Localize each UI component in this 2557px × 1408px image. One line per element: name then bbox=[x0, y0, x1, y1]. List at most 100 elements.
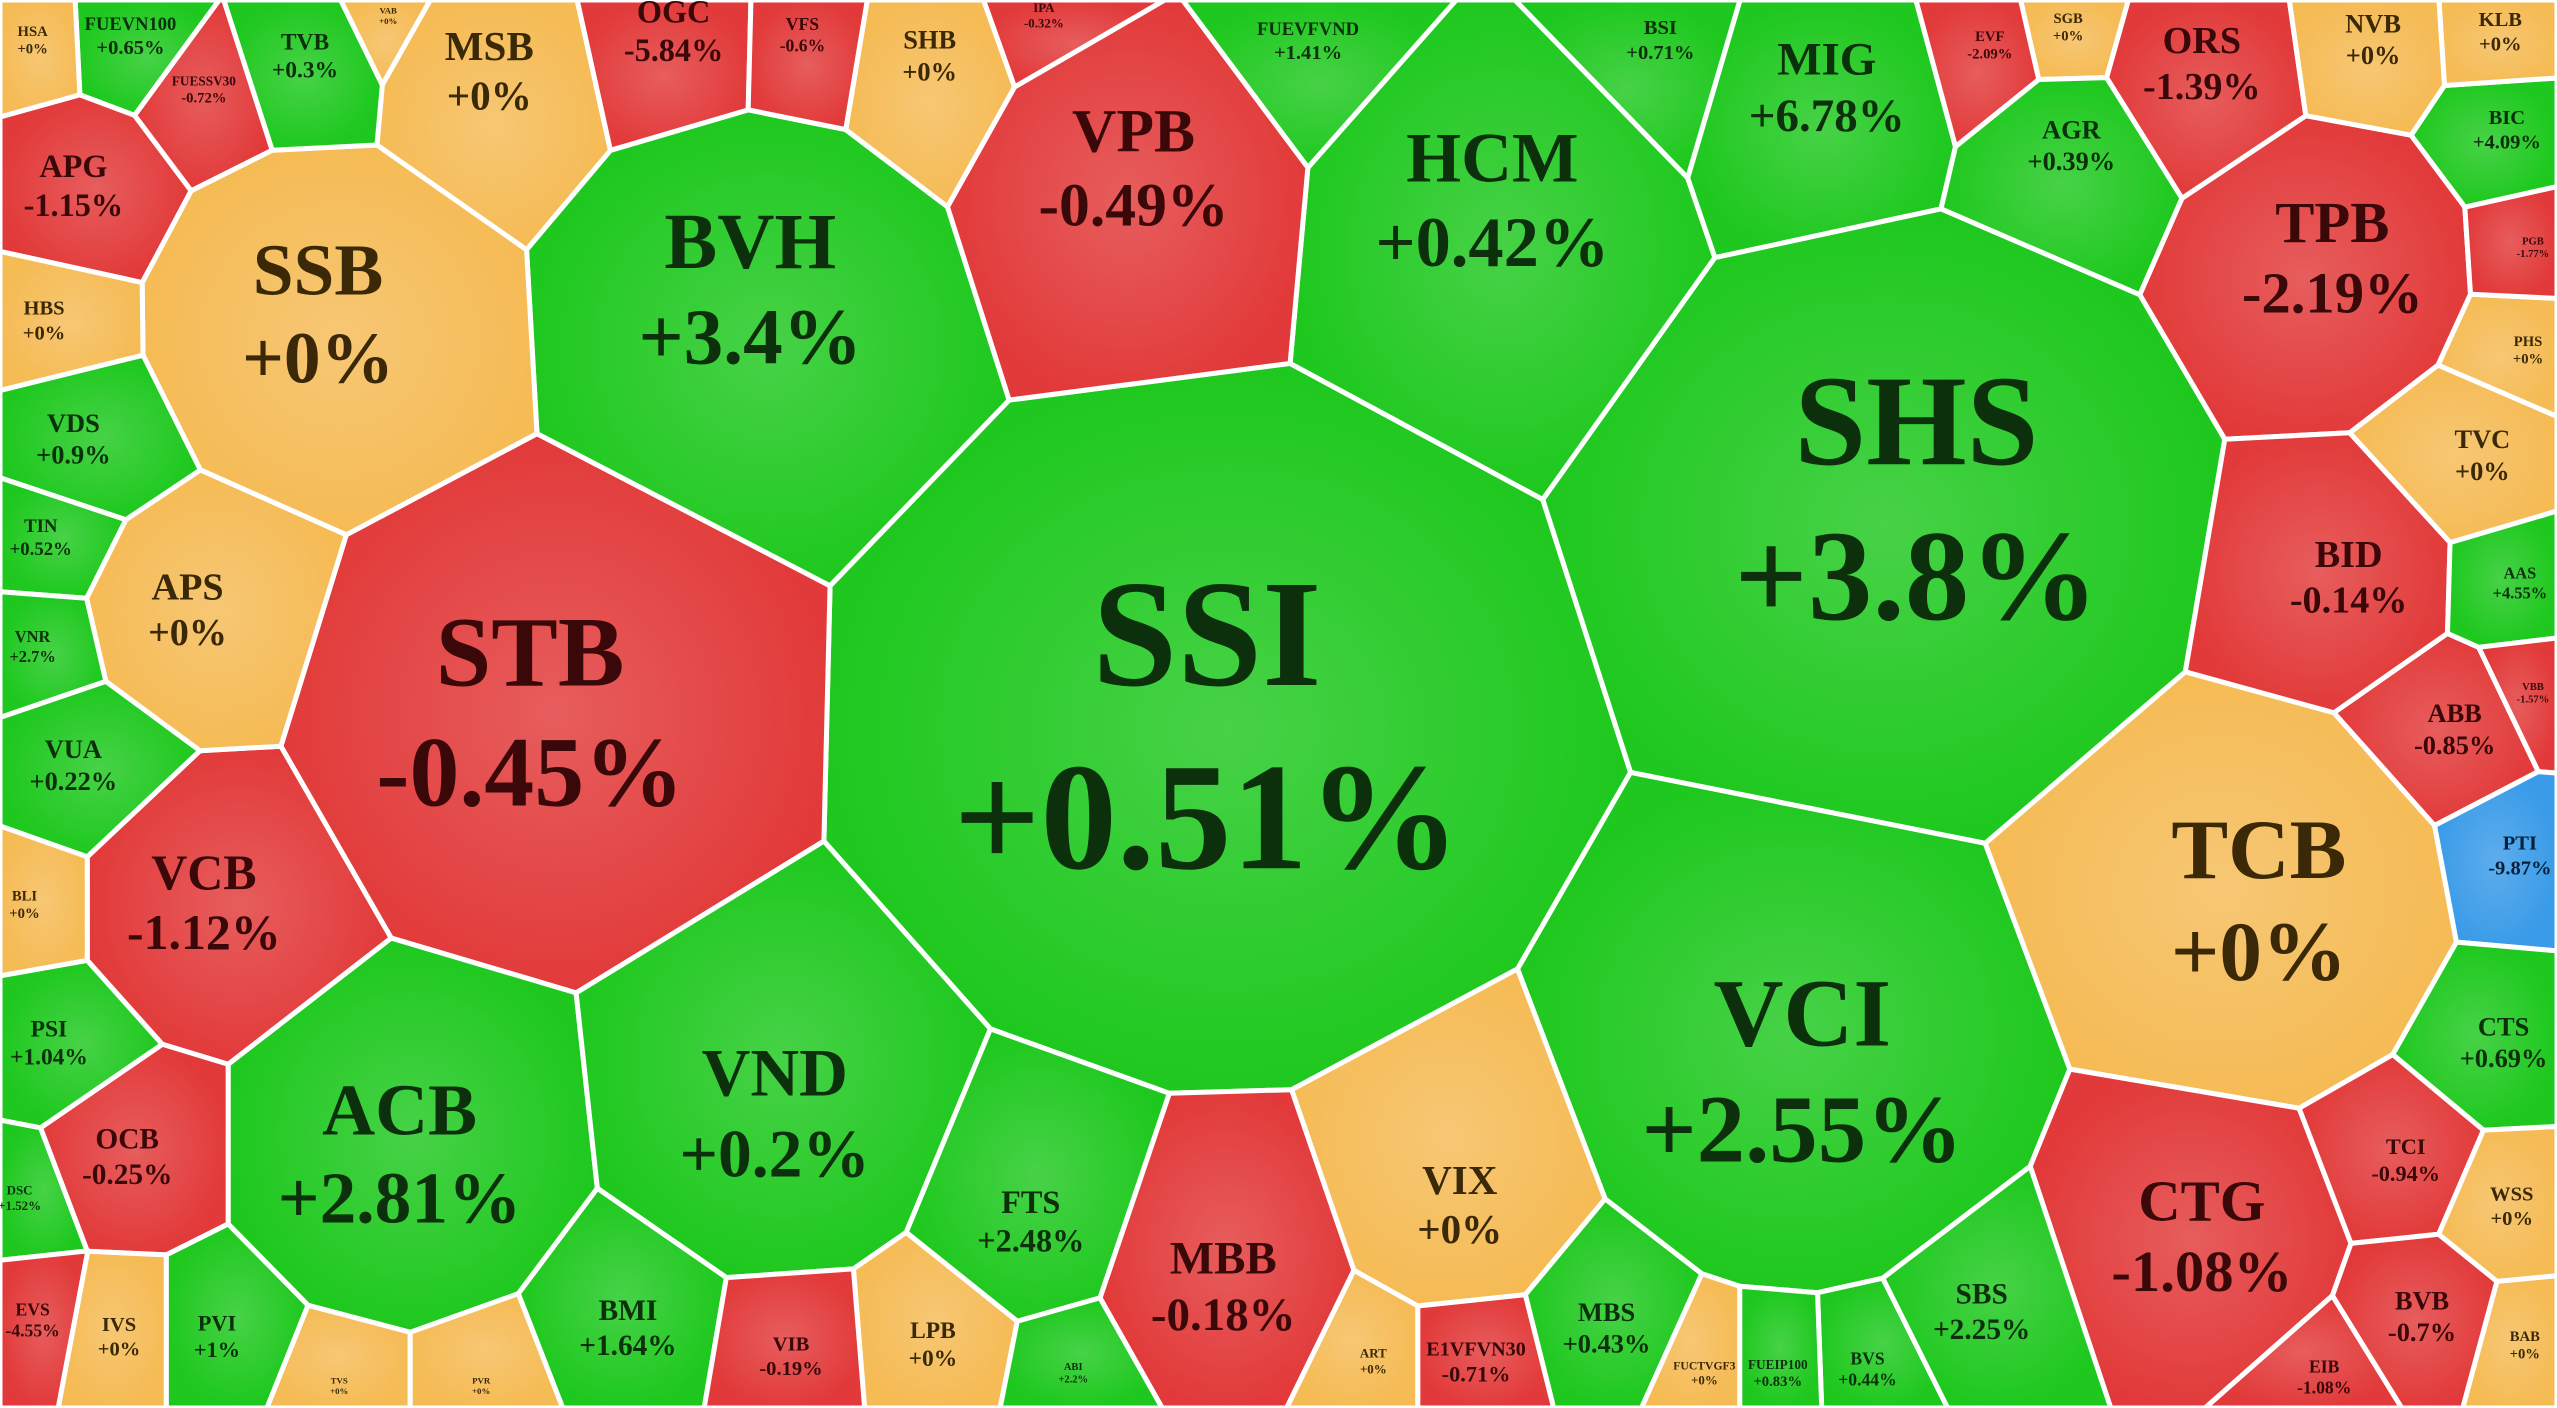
cell bbox=[997, 1295, 1165, 1408]
change-label: +0% bbox=[330, 1386, 348, 1396]
ticker-label: ART bbox=[1360, 1346, 1387, 1361]
ticker-label: HCM bbox=[1406, 119, 1578, 197]
change-label: +0% bbox=[909, 1346, 958, 1372]
cell bbox=[701, 1266, 868, 1408]
change-label: -0.85% bbox=[2414, 730, 2495, 760]
ticker-label: ABI bbox=[1064, 1362, 1083, 1373]
ticker-label: BLI bbox=[12, 888, 38, 904]
change-label: +1.04% bbox=[10, 1044, 88, 1070]
change-label: +0% bbox=[2490, 1208, 2533, 1230]
ticker-label: VPB bbox=[1072, 97, 1195, 165]
cell bbox=[1938, 75, 2185, 298]
ticker-label: APS bbox=[152, 566, 224, 608]
ticker-label: SHS bbox=[1794, 349, 2038, 492]
ticker-label: FTS bbox=[1001, 1184, 1060, 1220]
change-label: +2.48% bbox=[977, 1223, 1084, 1259]
change-label: +0% bbox=[98, 1338, 141, 1360]
cell bbox=[0, 0, 83, 120]
ticker-label: OCB bbox=[95, 1124, 159, 1156]
ticker-label: SSB bbox=[253, 230, 384, 311]
ticker-label: BAB bbox=[2510, 1329, 2540, 1345]
change-label: +0% bbox=[472, 1386, 490, 1396]
change-label: -0.71% bbox=[1442, 1362, 1511, 1387]
ticker-label: BMI bbox=[599, 1295, 658, 1327]
change-label: +0.52% bbox=[10, 539, 72, 560]
cell bbox=[0, 248, 146, 393]
ticker-label: FUEVFVND bbox=[1257, 19, 1359, 40]
change-label: +0.39% bbox=[2028, 146, 2116, 176]
change-label: +0.2% bbox=[680, 1117, 870, 1192]
change-label: +3.4% bbox=[639, 293, 862, 381]
change-label: -1.08% bbox=[2111, 1239, 2292, 1304]
ticker-label: FUESSV30 bbox=[172, 73, 236, 88]
ticker-label: CTG bbox=[2138, 1169, 2265, 1234]
ticker-label: PSI bbox=[31, 1016, 68, 1042]
ticker-label: DSC bbox=[7, 1183, 33, 1198]
ticker-label: VIB bbox=[773, 1333, 810, 1355]
cell bbox=[407, 1291, 566, 1408]
change-label: -1.15% bbox=[24, 187, 124, 223]
change-label: -0.18% bbox=[1151, 1289, 1296, 1341]
change-label: -0.72% bbox=[181, 91, 226, 107]
change-label: +2.7% bbox=[9, 647, 55, 666]
ticker-label: FUCTVGF3 bbox=[1673, 1360, 1735, 1373]
ticker-label: SGB bbox=[2053, 11, 2083, 27]
ticker-label: ACB bbox=[322, 1069, 477, 1150]
cell bbox=[1180, 0, 1459, 171]
ticker-label: HBS bbox=[23, 298, 64, 320]
cell bbox=[2460, 1273, 2557, 1408]
change-label: -0.19% bbox=[759, 1358, 822, 1380]
change-label: +0% bbox=[2171, 905, 2347, 999]
ticker-label: PGB bbox=[2522, 237, 2544, 248]
ticker-label: APG bbox=[39, 148, 107, 184]
ticker-label: BID bbox=[2315, 534, 2383, 576]
ticker-label: ABB bbox=[2428, 698, 2482, 728]
ticker-label: ORS bbox=[2163, 20, 2241, 62]
ticker-label: MIG bbox=[1777, 34, 1876, 86]
change-label: +0% bbox=[2346, 40, 2401, 70]
change-label: +0% bbox=[902, 56, 957, 86]
change-label: +0% bbox=[23, 322, 66, 344]
change-label: -1.08% bbox=[2297, 1378, 2351, 1398]
change-label: +1.41% bbox=[1274, 42, 1342, 64]
change-label: +0% bbox=[1417, 1206, 1502, 1252]
change-label: -5.84% bbox=[624, 32, 724, 68]
change-label: +0.65% bbox=[96, 37, 164, 59]
change-label: +0% bbox=[2510, 1346, 2540, 1362]
ticker-label: FUEVN100 bbox=[85, 14, 177, 35]
ticker-label: MBS bbox=[1578, 1297, 1635, 1327]
change-label: +0% bbox=[379, 16, 397, 26]
change-label: +1% bbox=[194, 1337, 240, 1362]
ticker-label: FUEIP100 bbox=[1748, 1357, 1808, 1372]
cell bbox=[338, 0, 433, 88]
change-label: -0.45% bbox=[376, 716, 684, 827]
change-label: +0.83% bbox=[1753, 1374, 1802, 1390]
change-label: +0.43% bbox=[1563, 1329, 1651, 1359]
ticker-label: NVB bbox=[2345, 8, 2401, 38]
change-label: +0% bbox=[148, 612, 227, 654]
cell bbox=[1415, 1292, 1557, 1408]
ticker-label: VCB bbox=[151, 845, 256, 900]
change-label: -9.87% bbox=[2488, 857, 2551, 879]
cell bbox=[132, 0, 275, 194]
ticker-label: PHS bbox=[2514, 334, 2543, 350]
ticker-label: BVS bbox=[1850, 1348, 1884, 1368]
change-label: +0.42% bbox=[1375, 204, 1609, 282]
change-label: +0% bbox=[2455, 456, 2510, 486]
change-label: +2.2% bbox=[1058, 1375, 1088, 1386]
ticker-label: KLB bbox=[2479, 9, 2523, 31]
change-label: +0% bbox=[2513, 352, 2543, 368]
change-label: +0% bbox=[1691, 1373, 1718, 1388]
change-label: -1.77% bbox=[2517, 249, 2550, 260]
ticker-label: AGR bbox=[2042, 114, 2102, 144]
change-label: +0.3% bbox=[272, 58, 338, 84]
ticker-label: TVC bbox=[2454, 424, 2510, 454]
ticker-label: STB bbox=[436, 597, 625, 708]
cell bbox=[981, 0, 1168, 90]
change-label: -1.57% bbox=[2517, 694, 2550, 705]
ticker-label: PVR bbox=[472, 1376, 491, 1386]
ticker-label: VIX bbox=[1422, 1157, 1498, 1203]
ticker-label: VDS bbox=[47, 408, 100, 438]
change-label: -0.14% bbox=[2290, 580, 2408, 622]
